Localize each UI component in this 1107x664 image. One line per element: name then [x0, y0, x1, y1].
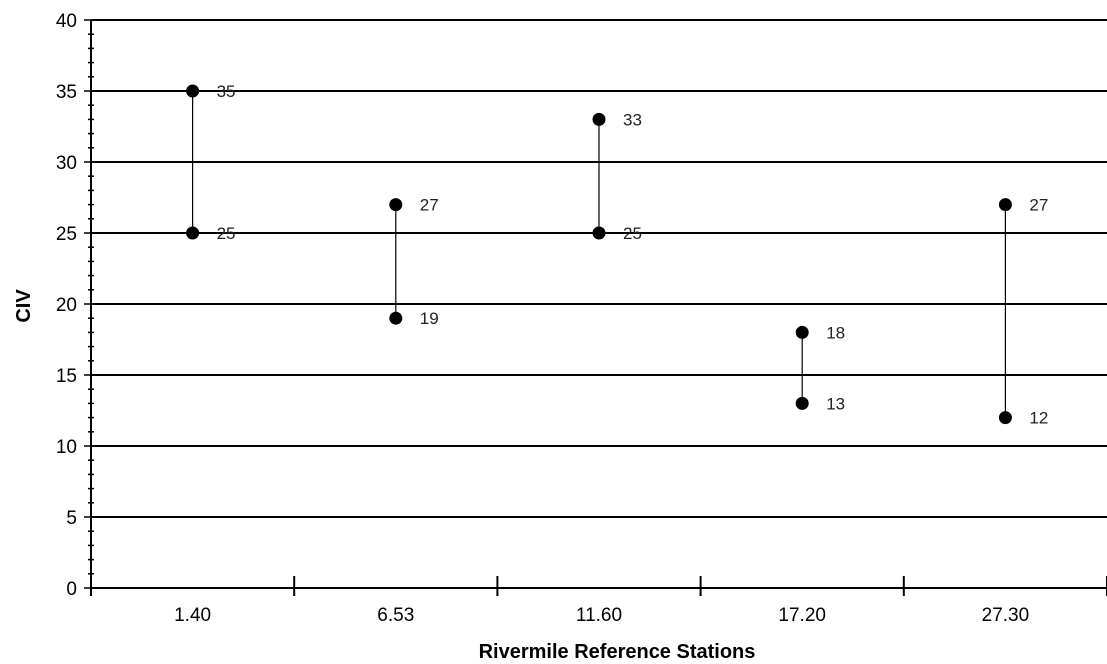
data-label-high-11.60: 33 [623, 110, 642, 129]
data-label-high-1.40: 35 [217, 82, 236, 101]
point-high-17.20 [795, 325, 809, 339]
axes: 0 5 10 15 20 25 30 35 40 1.40 6.53 11.60 17.20 27.30 [56, 11, 1107, 626]
data-points [186, 84, 1012, 425]
x-tick-label-27.30: 27.30 [982, 605, 1030, 626]
point-high-11.60 [592, 112, 606, 126]
data-label-low-27.30: 12 [1029, 409, 1048, 428]
y-tick-label-25: 25 [56, 224, 77, 245]
y-tick-label-35: 35 [56, 82, 77, 103]
point-low-6.53 [389, 311, 403, 325]
y-tick-label-40: 40 [56, 11, 77, 32]
point-high-1.40 [186, 84, 200, 98]
point-low-11.60 [592, 226, 606, 240]
data-label-high-17.20: 18 [826, 323, 845, 342]
data-labels: 35 25 27 19 33 25 18 13 27 12 [217, 82, 1049, 428]
data-label-low-6.53: 19 [420, 309, 439, 328]
data-label-low-1.40: 25 [217, 224, 236, 243]
x-axis-title: Rivermile Reference Stations [479, 641, 756, 663]
y-tick-label-5: 5 [66, 508, 77, 529]
point-low-17.20 [795, 396, 809, 410]
y-tick-label-10: 10 [56, 437, 77, 458]
gridlines [91, 19, 1107, 518]
x-tick-label-6.53: 6.53 [377, 605, 414, 626]
x-tick-label-11.60: 11.60 [576, 605, 622, 626]
x-tick-label-17.20: 17.20 [778, 605, 826, 626]
data-label-high-6.53: 27 [420, 196, 439, 215]
y-tick-label-30: 30 [56, 153, 77, 174]
point-low-27.30 [998, 411, 1012, 425]
data-label-low-11.60: 25 [623, 224, 642, 243]
y-tick-label-15: 15 [56, 366, 77, 387]
data-label-high-27.30: 27 [1029, 196, 1048, 215]
y-axis-title: CIV [13, 289, 35, 323]
y-tick-label-0: 0 [66, 579, 77, 600]
y-tick-label-20: 20 [56, 295, 77, 316]
point-high-6.53 [389, 198, 403, 212]
point-high-27.30 [998, 198, 1012, 212]
point-low-1.40 [186, 226, 200, 240]
range-lines [192, 91, 1007, 418]
data-label-low-17.20: 13 [826, 394, 845, 413]
x-tick-label-1.40: 1.40 [174, 605, 211, 626]
